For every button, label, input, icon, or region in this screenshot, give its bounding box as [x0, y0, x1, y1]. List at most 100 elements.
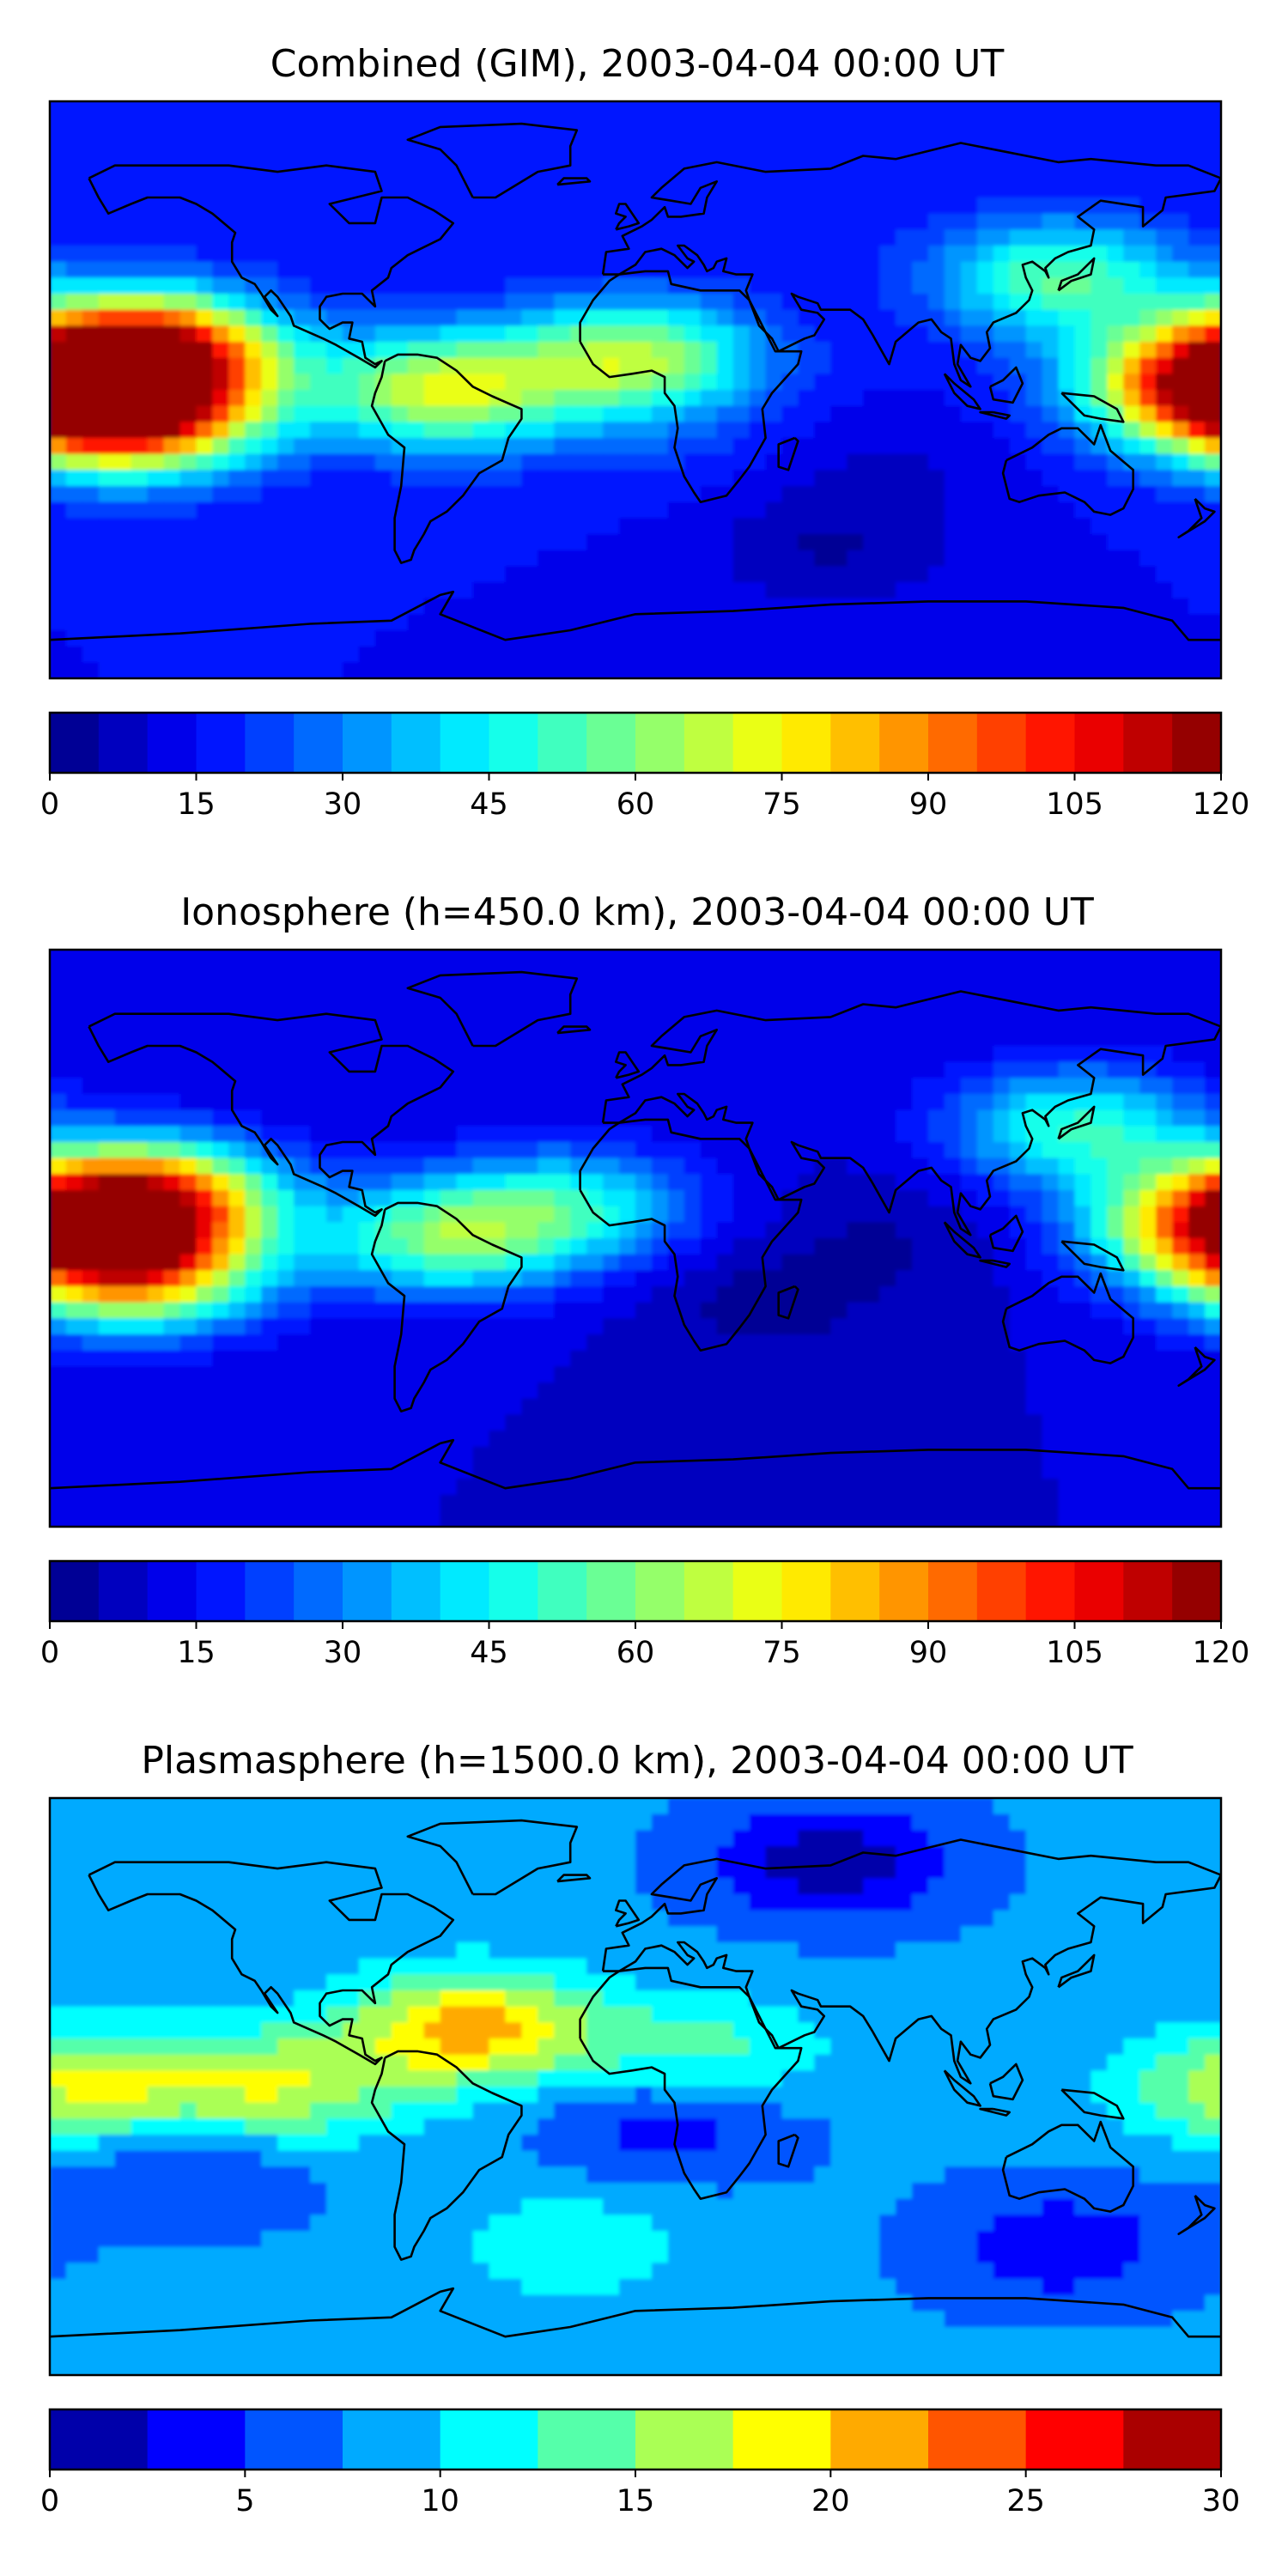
panel-2-map — [48, 948, 1223, 1528]
heatmap-cell — [65, 1238, 83, 1255]
heatmap-cell — [1172, 309, 1189, 327]
heatmap-cell — [50, 1222, 67, 1239]
heatmap-cell — [407, 1286, 425, 1303]
heatmap-cell — [505, 1254, 523, 1272]
heatmap-cell — [131, 981, 149, 999]
heatmap-cell — [863, 1350, 880, 1368]
heatmap-cell — [228, 453, 246, 471]
heatmap-cell — [326, 1318, 343, 1335]
heatmap-cell — [1188, 390, 1206, 407]
heatmap-cell — [635, 197, 653, 215]
heatmap-cell — [489, 486, 507, 503]
heatmap-cell — [1009, 518, 1027, 535]
heatmap-cell — [277, 534, 295, 551]
heatmap-cell — [472, 582, 490, 599]
heatmap-cell — [521, 950, 539, 967]
heatmap-cell — [944, 1109, 962, 1127]
heatmap-cell — [538, 438, 555, 455]
heatmap-cell — [554, 486, 571, 503]
heatmap-cell — [944, 229, 962, 246]
heatmap-cell — [310, 486, 327, 503]
heatmap-cell — [391, 981, 409, 999]
heatmap-cell — [1025, 1398, 1043, 1416]
heatmap-cell — [472, 501, 490, 519]
heatmap-cell — [830, 518, 848, 535]
heatmap-cell — [912, 422, 929, 439]
heatmap-cell — [635, 950, 653, 967]
heatmap-cell — [603, 1318, 620, 1335]
heatmap-cell — [1042, 1398, 1060, 1416]
heatmap-cell — [716, 390, 734, 407]
heatmap-cell — [440, 981, 458, 999]
heatmap-cell — [1107, 566, 1125, 583]
heatmap-cell — [50, 453, 67, 471]
heatmap-cell — [683, 117, 702, 135]
heatmap-cell — [277, 1270, 295, 1287]
heatmap-cell — [440, 1094, 458, 1111]
heatmap-cell — [407, 405, 425, 423]
heatmap-cell — [586, 582, 604, 599]
heatmap-cell — [619, 1431, 636, 1448]
heatmap-cell — [82, 438, 100, 455]
heatmap-cell — [1123, 1206, 1140, 1224]
heatmap-cell — [863, 1398, 880, 1416]
heatmap-cell — [863, 165, 880, 183]
heatmap-cell — [374, 630, 392, 647]
heatmap-cell — [196, 998, 214, 1015]
heatmap-cell — [814, 518, 832, 535]
heatmap-cell — [98, 390, 116, 407]
heatmap-cell — [554, 438, 571, 455]
heatmap-cell — [993, 501, 1011, 519]
heatmap-cell — [651, 1061, 669, 1079]
heatmap-cell — [1058, 470, 1076, 487]
heatmap-cell — [277, 1142, 295, 1159]
heatmap-cell — [358, 501, 376, 519]
heatmap-cell — [521, 213, 539, 231]
heatmap-cell — [294, 261, 311, 279]
heatmap-cell — [50, 1030, 67, 1047]
heatmap-cell — [50, 950, 67, 967]
heatmap-cell — [538, 261, 555, 279]
heatmap-cell — [228, 486, 246, 503]
heatmap-cell — [245, 197, 262, 215]
heatmap-cell — [1172, 1222, 1189, 1239]
heatmap-cell — [65, 646, 83, 664]
heatmap-cell — [489, 197, 507, 215]
heatmap-cell — [310, 1206, 327, 1224]
heatmap-cell — [1091, 1126, 1109, 1143]
heatmap-cell — [1009, 1414, 1027, 1431]
heatmap-cell — [423, 1142, 441, 1159]
heatmap-cell — [798, 374, 816, 391]
heatmap-cell — [1074, 1013, 1092, 1031]
heatmap-cell — [667, 1078, 685, 1095]
heatmap-cell — [374, 309, 392, 327]
heatmap-cell — [1091, 518, 1109, 535]
heatmap-cell — [65, 277, 83, 295]
heatmap-cell — [343, 246, 360, 263]
heatmap-cell — [407, 1061, 425, 1079]
heatmap-cell — [1139, 501, 1157, 519]
heatmap-cell — [179, 1431, 197, 1448]
heatmap-cell — [716, 1366, 734, 1383]
heatmap-cell — [50, 422, 67, 439]
heatmap-cell — [1009, 1334, 1027, 1352]
heatmap-cell — [814, 598, 832, 616]
heatmap-cell — [1107, 1222, 1125, 1239]
heatmap-cell — [1205, 1318, 1221, 1335]
heatmap-cell — [1058, 1431, 1076, 1448]
heatmap-cell — [1156, 1094, 1173, 1111]
heatmap-cell — [863, 965, 880, 983]
heatmap-cell — [1139, 550, 1157, 568]
heatmap-cell — [781, 1174, 799, 1191]
heatmap-cell — [179, 534, 197, 551]
heatmap-cell — [830, 229, 848, 246]
colorbar-segment — [1074, 713, 1124, 773]
heatmap-cell — [635, 1157, 653, 1176]
heatmap-cell — [554, 1109, 571, 1127]
heatmap-cell — [65, 1286, 83, 1303]
coastline — [556, 177, 592, 186]
heatmap-cell — [538, 1126, 555, 1143]
heatmap-cell — [570, 422, 587, 439]
heatmap-cell — [65, 325, 83, 343]
heatmap-cell — [489, 1414, 507, 1431]
